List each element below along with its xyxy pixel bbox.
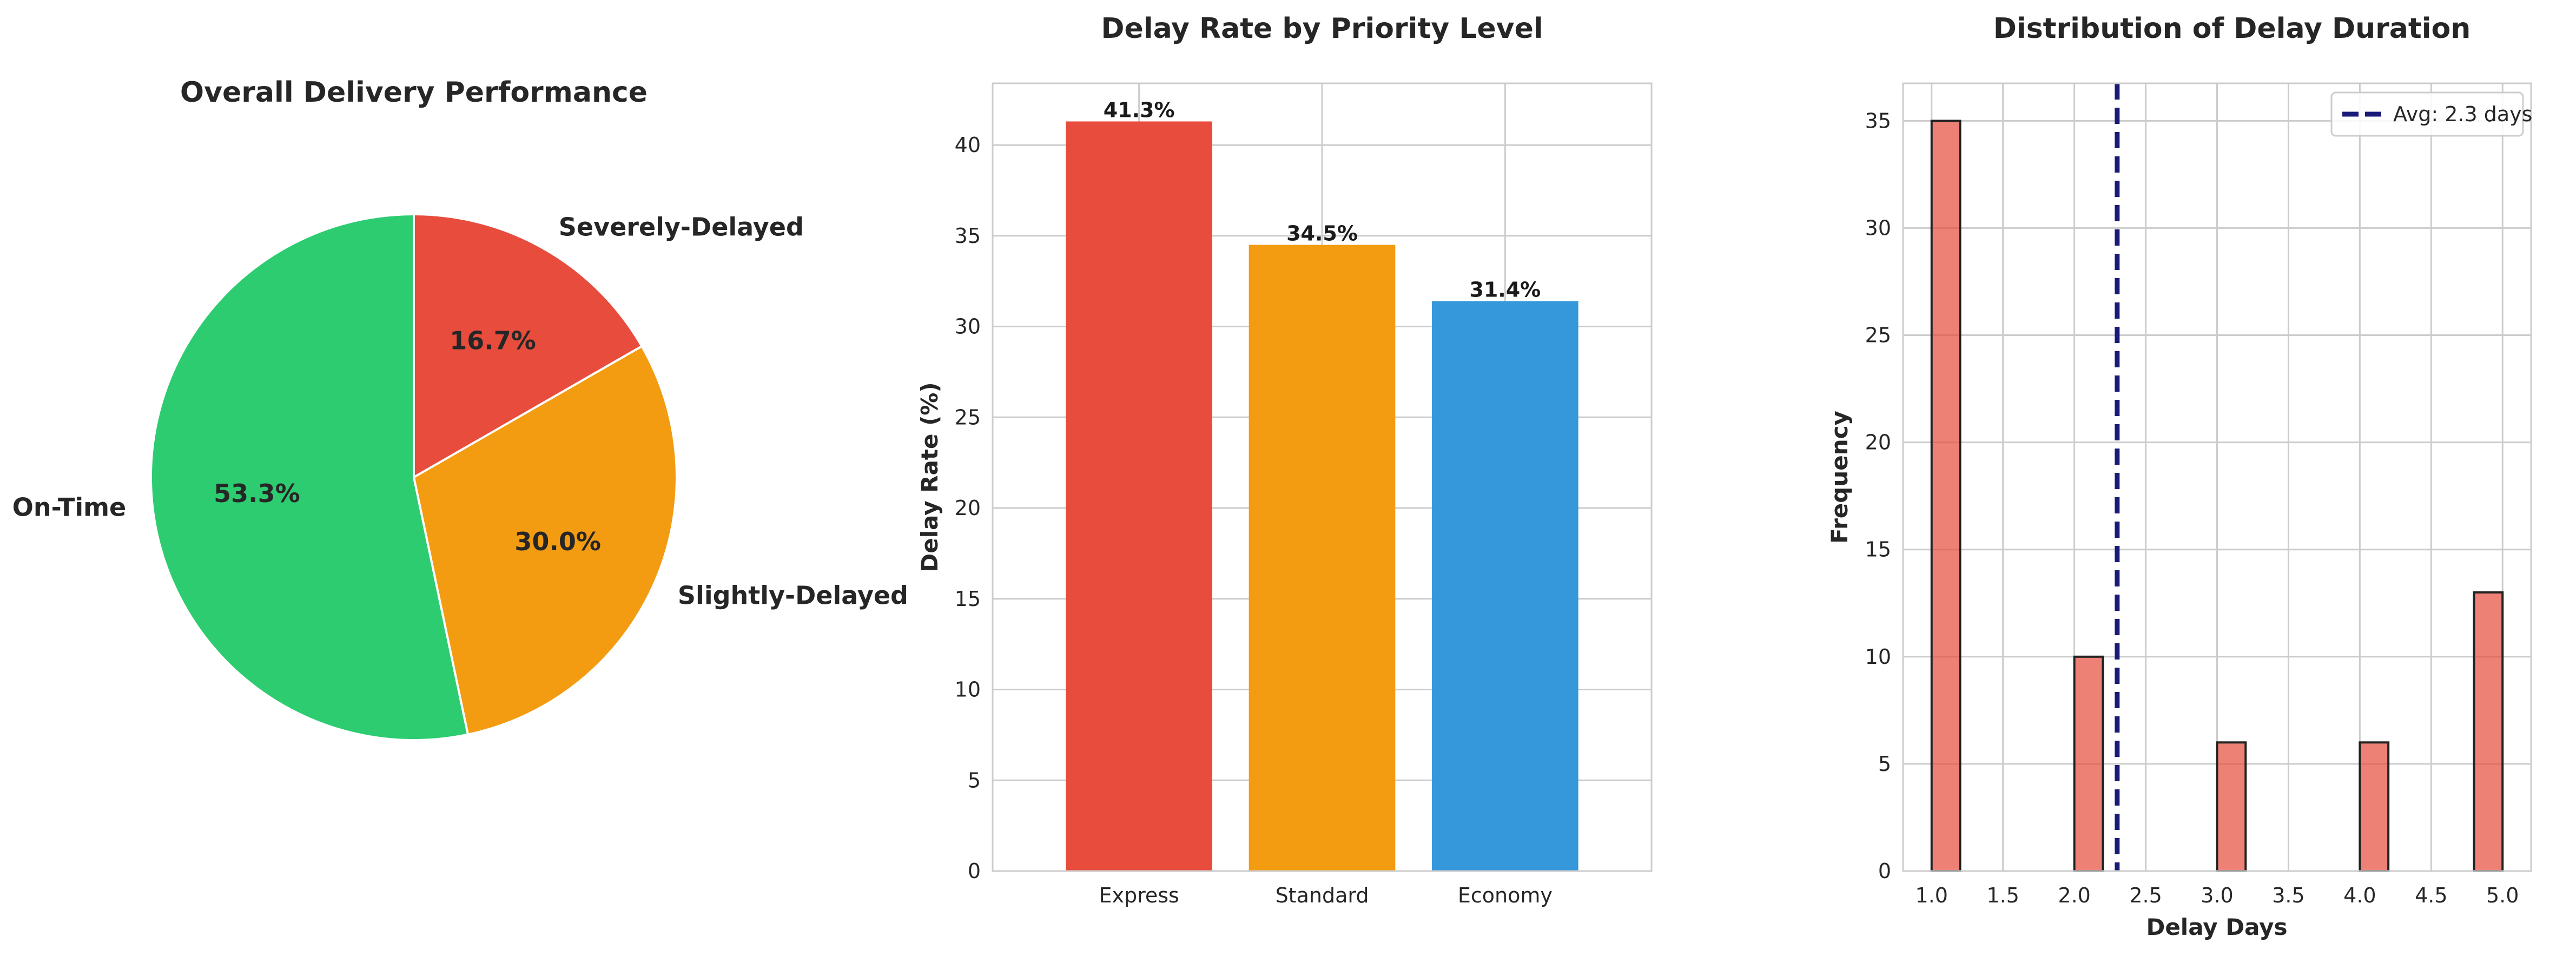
hist-ytick-label: 25: [1865, 324, 1891, 347]
pie-pct-label: 53.3%: [214, 479, 300, 508]
bar-ticks: 0 5 10 15 20 25 30 35 40 Express Standard Economy: [955, 133, 1553, 907]
hist-ytick-label: 10: [1865, 645, 1891, 669]
pie-texts: 53.3% On-Time 30.0% Slightly-Delayed 16.7% Se…: [12, 212, 908, 610]
legend-mean-label: Avg: 2.3 days: [2393, 102, 2532, 126]
pie-label-on-time: On-Time: [12, 492, 126, 522]
bar-chart-panel: Delay Rate by Priority Level 41.3% 34.5% 3…: [916, 12, 1653, 907]
pie-slice-severely-delayed: [413, 213, 644, 479]
hist-xtick-label: 5.0: [2486, 884, 2519, 907]
bar-standard: [1249, 245, 1396, 871]
hist-xtick-label: 4.0: [2343, 884, 2376, 907]
pie-pct-label: 16.7%: [450, 326, 536, 355]
hist-bar: [2073, 655, 2104, 873]
bar-ytick-label: 40: [955, 133, 981, 157]
hist-ytick-label: 5: [1878, 752, 1891, 776]
hist-xtick-label: 3.5: [2272, 884, 2304, 907]
bar-express: [1066, 121, 1212, 871]
hist-grid: [1903, 83, 2531, 872]
bar-ytick-label: 20: [955, 496, 981, 520]
hist-plot-frame: [1902, 82, 2532, 872]
histogram-panel: Distribution of Delay Duration 0 5 10 15 20 2…: [1826, 12, 2532, 940]
pie-label-severely-delayed: Severely-Delayed: [559, 212, 804, 241]
hist-xtick-label: 2.0: [2058, 884, 2090, 907]
bar-xtick-label: Express: [1099, 884, 1179, 907]
hist-ticks: 0 5 10 15 20 25 30 35 1.0 1.5 2.0 2.5 3.0 3.5 4.0 4.5 5.…: [1865, 109, 2519, 907]
pie-pct-label: 30.0%: [514, 527, 601, 556]
hist-xtick-label: 1.0: [1916, 884, 1948, 907]
hist-bar: [2359, 741, 2390, 873]
bar-ylabel: Delay Rate (%): [916, 382, 943, 572]
pie-label-slightly-delayed: Slightly-Delayed: [678, 581, 908, 610]
hist-bar: [1930, 120, 1961, 872]
pie-chart-panel: Overall Delivery Performance 53.3% On-Tim…: [12, 76, 908, 741]
bar-ytick-label: 30: [955, 315, 981, 339]
hist-xtick-label: 4.5: [2415, 884, 2447, 907]
bar-xtick-label: Standard: [1276, 884, 1369, 907]
bar-value-label: 41.3%: [1104, 98, 1175, 122]
hist-bar: [2473, 591, 2504, 872]
bar-economy: [1432, 301, 1578, 872]
bar-ytick-label: 15: [955, 587, 981, 611]
hist-ytick-label: 30: [1865, 216, 1891, 240]
bar-value-label: 34.5%: [1286, 222, 1358, 246]
hist-ytick-label: 15: [1865, 538, 1891, 562]
hist-xtick-label: 2.5: [2129, 884, 2162, 907]
hist-xlabel: Delay Days: [2146, 914, 2287, 940]
hist-ytick-label: 20: [1865, 431, 1891, 454]
hist-ylabel: Frequency: [1826, 411, 1853, 544]
hist-bar: [2216, 741, 2247, 873]
bar-ytick-label: 25: [955, 405, 981, 429]
hist-title: Distribution of Delay Duration: [1993, 12, 2471, 45]
bar-value-label: 31.4%: [1469, 278, 1541, 302]
pie-title: Overall Delivery Performance: [180, 76, 648, 109]
pie-slice-on-time: [150, 213, 470, 741]
pie-slices: [150, 213, 678, 741]
bar-bars: 41.3% 34.5% 31.4%: [1066, 98, 1578, 872]
bar-ytick-label: 10: [955, 678, 981, 702]
bar-xtick-label: Economy: [1458, 884, 1553, 907]
hist-ytick-label: 0: [1878, 859, 1891, 883]
hist-ytick-label: 35: [1865, 109, 1891, 133]
bar-ytick-label: 0: [968, 859, 981, 883]
hist-xtick-label: 1.5: [1986, 884, 2019, 907]
bar-ytick-label: 5: [968, 768, 981, 792]
hist-xtick-label: 3.0: [2201, 884, 2233, 907]
pie-slice-slightly-delayed: [412, 345, 678, 736]
bar-title: Delay Rate by Priority Level: [1101, 12, 1543, 45]
legend-box: [2330, 91, 2524, 137]
legend: Avg: 2.3 days: [2330, 91, 2532, 137]
bar-plot-frame: [992, 82, 1653, 872]
bar-ytick-label: 35: [955, 224, 981, 248]
